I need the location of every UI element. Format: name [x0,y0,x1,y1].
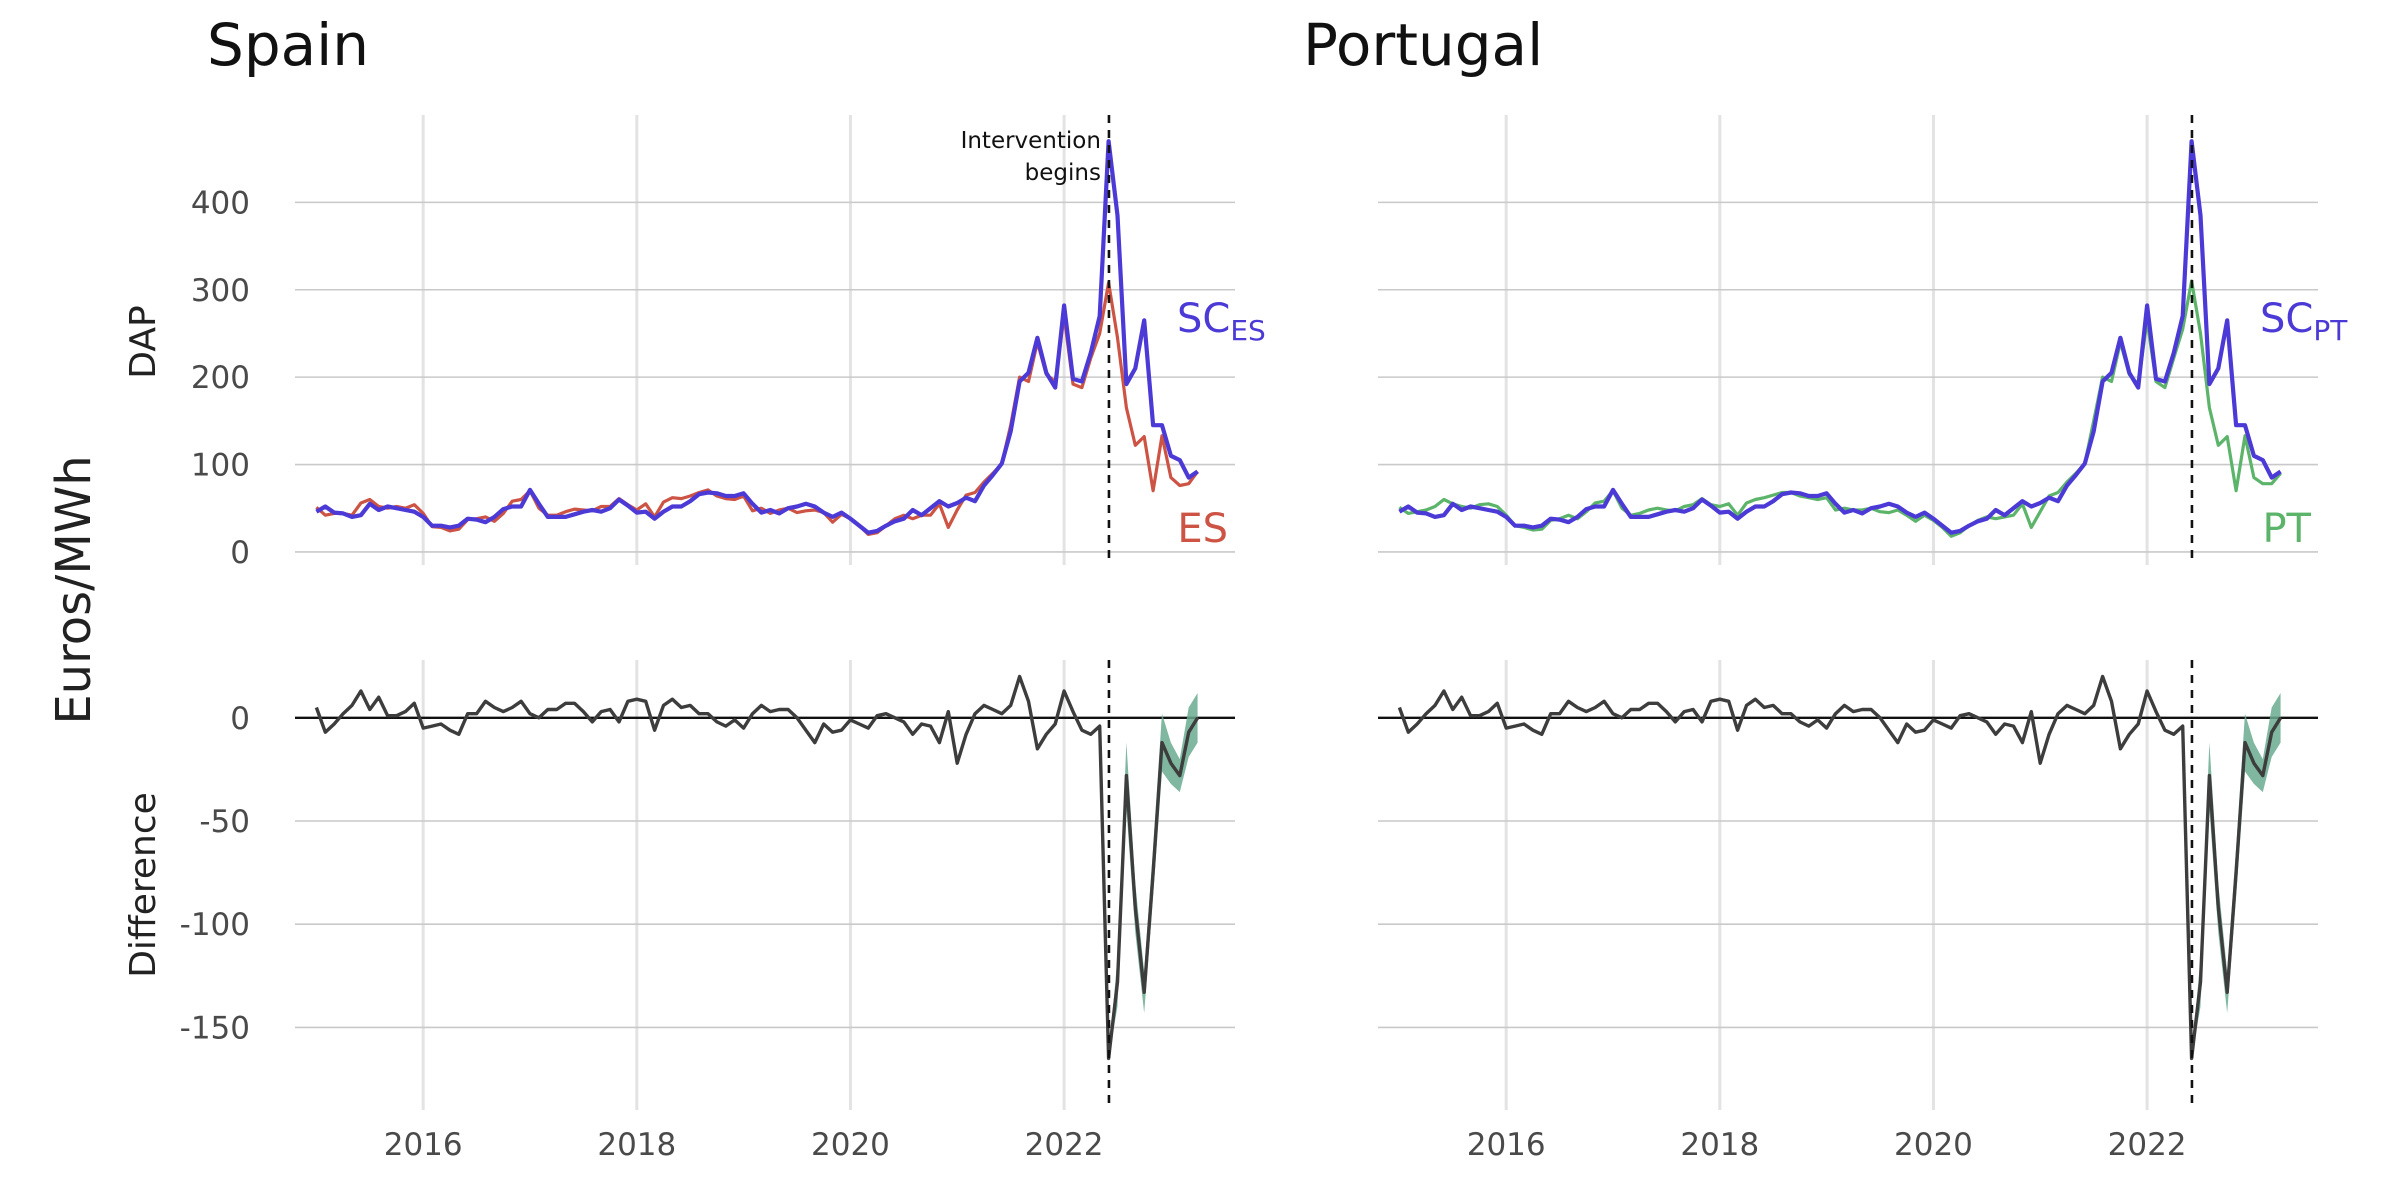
series-line-sc_es [315,139,1199,535]
panel-title: Portugal [1303,11,1543,79]
y-tick-label: -50 [199,804,250,840]
series-line-difference [314,674,1200,1061]
series-label-subscript: ES [1230,314,1265,347]
x-tick-label: 2020 [811,1127,890,1163]
y-tick-label: 200 [191,360,250,396]
series-label-actual: ES [1177,506,1228,552]
y-tick-label: 100 [191,448,250,484]
row-label: DAP [123,305,164,378]
x-tick-label: 2020 [1894,1127,1973,1163]
x-tick-label: 2016 [1467,1127,1546,1163]
annotation-line2: begins [1025,160,1101,186]
x-tick-label: 2016 [384,1127,463,1163]
series-label-synthetic: SCPT [2260,296,2348,347]
series-label-subscript: PT [2313,314,2348,347]
series-label-synthetic: SCES [1177,296,1266,347]
series-line-sc_pt [1398,139,2282,535]
annotation-line1: Intervention [961,128,1101,154]
y-tick-label: -100 [180,907,250,943]
x-tick-label: 2022 [2108,1127,2187,1163]
y-axis-label: Euros/MWh [46,455,102,724]
panel-bottom-right: 2016 2018 2020 2022 [1378,660,2318,1163]
y-tick-label: -150 [180,1010,250,1046]
panel-bottom-left: 0 -50 -100 -150 2016 2018 2020 2022 Difference [123,660,1235,1163]
x-tick-label: 2022 [1025,1127,1104,1163]
y-tick-label: 400 [191,185,250,221]
y-tick-label: 0 [230,535,250,571]
series-line-difference [1397,674,2283,1061]
confidence-band [2182,693,2281,1059]
panel-title: Spain [207,11,369,79]
row-label: Difference [123,792,164,978]
confidence-band [1099,693,1198,1059]
x-tick-label: 2018 [1680,1127,1759,1163]
y-tick-label: 300 [191,273,250,309]
series-label-actual: PT [2262,506,2311,552]
y-tick-label: 0 [230,701,250,737]
panel-top-left: 0 100 200 300 400 Spain DAP Intervention begins S… [123,11,1266,571]
x-tick-label: 2018 [597,1127,676,1163]
